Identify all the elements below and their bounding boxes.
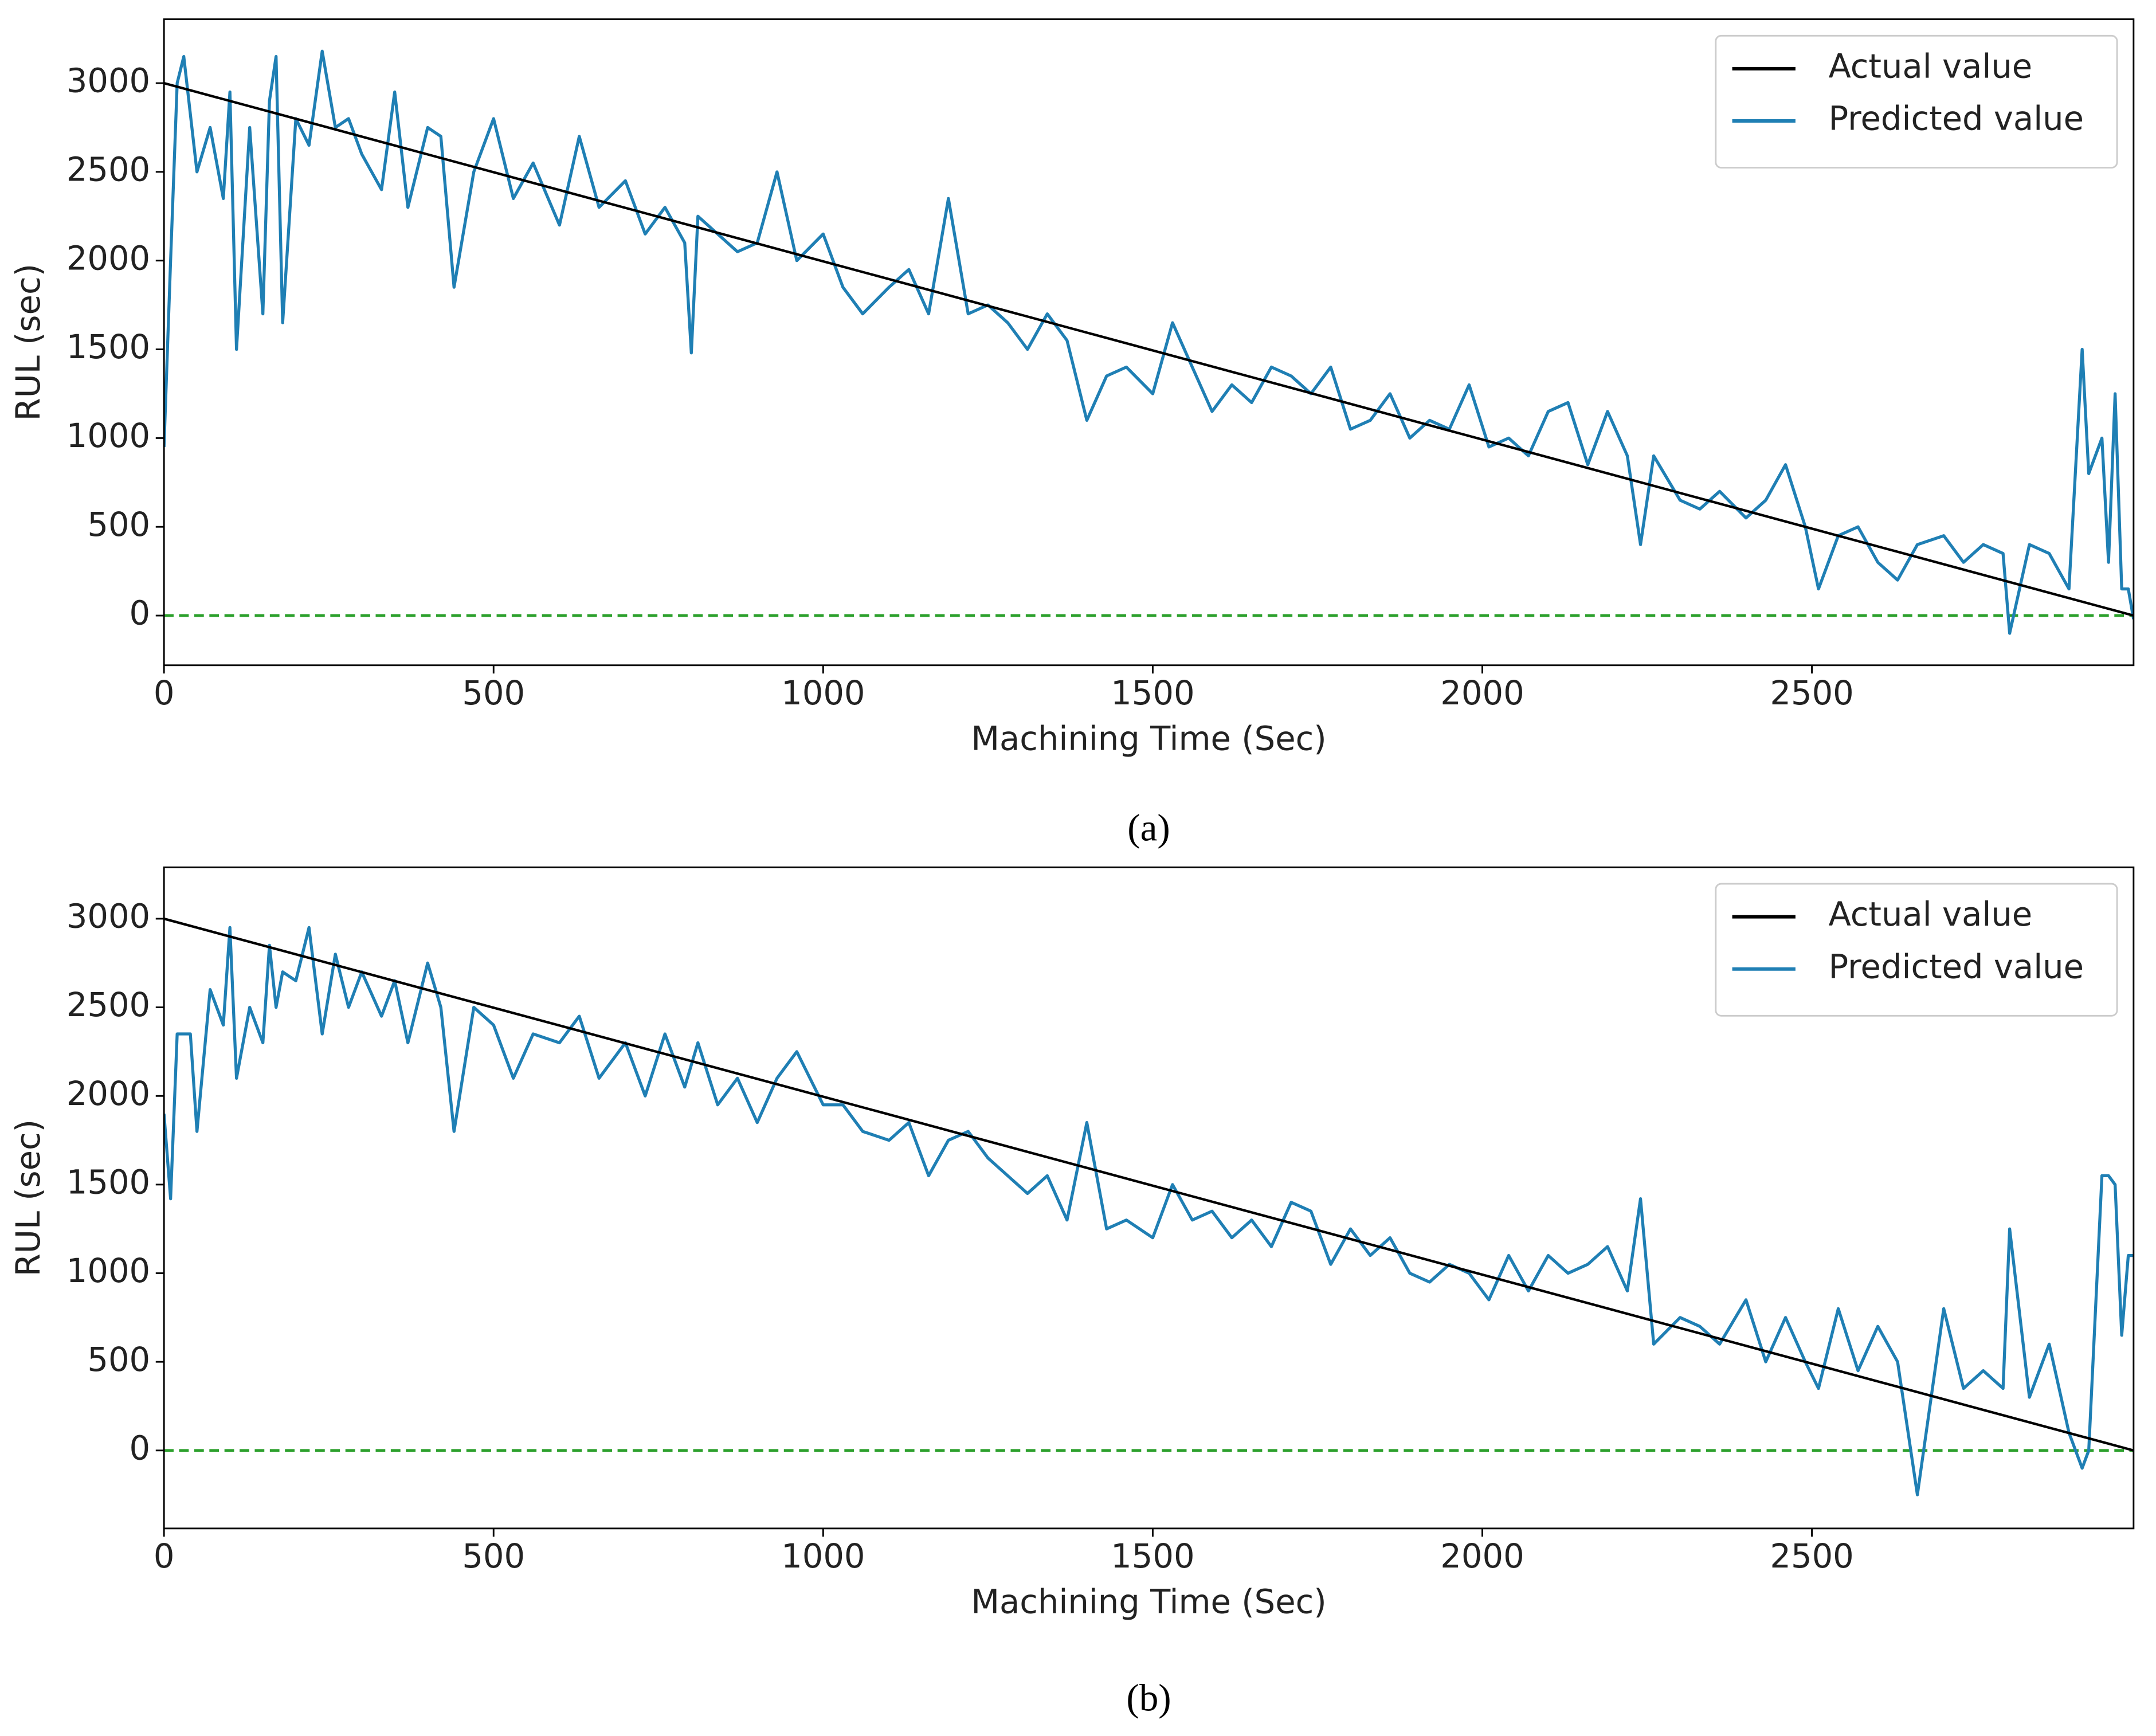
plot-frame — [163, 18, 2135, 667]
x-tick-label: 0 — [154, 1537, 175, 1576]
legend-label: Actual value — [1828, 895, 2032, 934]
legend-frame — [1715, 34, 2118, 169]
x-tick-label: 500 — [462, 1537, 525, 1576]
x-axis-label: Machining Time (Sec) — [971, 719, 1326, 758]
legend-label: Predicted value — [1828, 100, 2084, 138]
y-tick-label: 0 — [130, 594, 151, 633]
y-tick-label: 1000 — [66, 1252, 150, 1290]
y-tick-label: 2000 — [66, 239, 150, 277]
y-tick-label: 2500 — [66, 150, 150, 189]
series-line — [164, 49, 2134, 635]
y-tick-label: 3000 — [66, 898, 150, 936]
legend-label: Actual value — [1828, 48, 2032, 86]
y-axis-label: RUL (sec) — [9, 264, 48, 421]
x-tick-label: 1500 — [1111, 1537, 1194, 1576]
y-tick-label: 500 — [87, 505, 150, 544]
x-tick-label: 2000 — [1440, 1537, 1524, 1576]
y-tick-label: 1500 — [66, 1163, 150, 1201]
y-tick-label: 0 — [130, 1429, 151, 1467]
x-tick-label: 2500 — [1770, 1537, 1853, 1576]
x-tick-label: 0 — [154, 674, 175, 712]
x-tick-label: 1000 — [781, 674, 865, 712]
y-tick-label: 1500 — [66, 328, 150, 366]
series-line — [164, 917, 2134, 1452]
y-tick-label: 2000 — [66, 1075, 150, 1113]
caption: (a) — [1127, 806, 1170, 849]
x-tick-label: 1000 — [781, 1537, 865, 1576]
series-line — [164, 81, 2134, 617]
x-tick-label: 500 — [462, 674, 525, 712]
y-tick-label: 500 — [87, 1341, 150, 1379]
x-tick-label: 1500 — [1111, 674, 1194, 712]
plot-frame — [163, 866, 2135, 1530]
x-axis-label: Machining Time (Sec) — [971, 1582, 1326, 1621]
y-tick-label: 3000 — [66, 62, 150, 100]
plot-area — [164, 49, 2134, 635]
legend-label: Predicted value — [1828, 947, 2084, 986]
legend-frame — [1715, 883, 2118, 1017]
plot-area — [164, 917, 2134, 1496]
x-tick-label: 2000 — [1440, 674, 1524, 712]
caption: (b) — [1126, 1676, 1171, 1719]
y-tick-label: 1000 — [66, 417, 150, 455]
x-tick-label: 2500 — [1770, 674, 1853, 712]
y-axis-label: RUL (sec) — [9, 1119, 48, 1276]
y-tick-label: 2500 — [66, 986, 150, 1024]
